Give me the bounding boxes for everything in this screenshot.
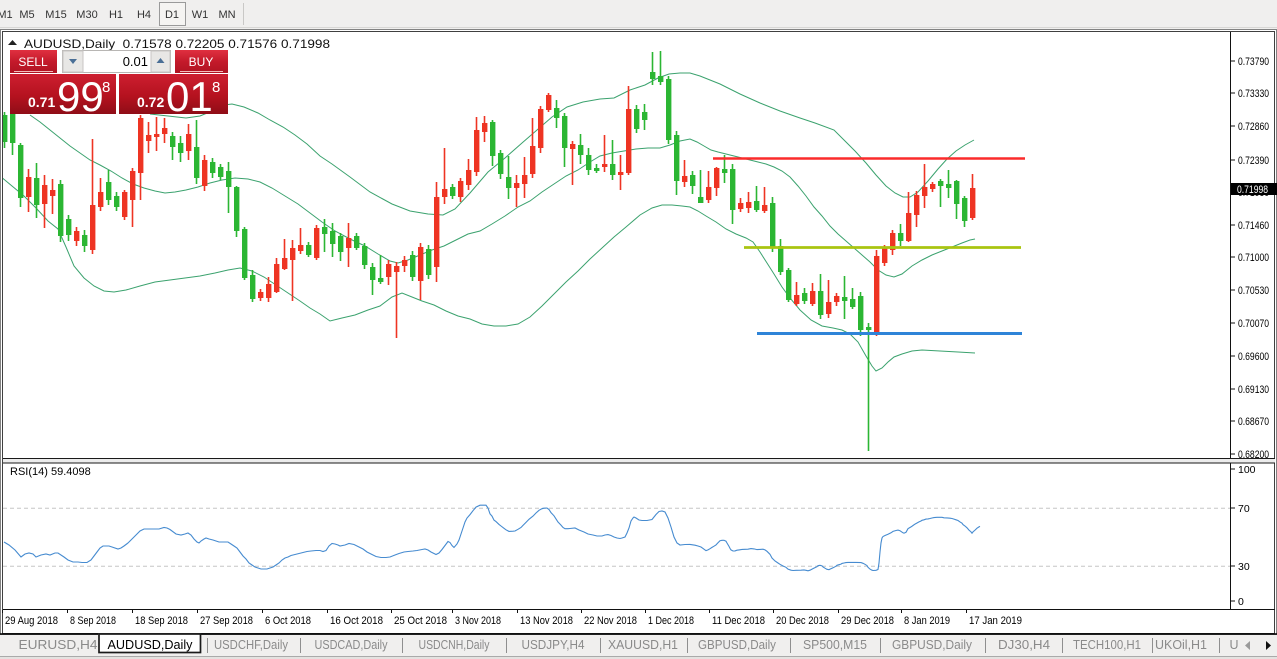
svg-text:0.73790: 0.73790 bbox=[1238, 56, 1269, 68]
svg-text:20 Dec 2018: 20 Dec 2018 bbox=[776, 615, 829, 627]
svg-text:8: 8 bbox=[102, 79, 110, 96]
svg-text:GBPUSD,Daily: GBPUSD,Daily bbox=[698, 637, 776, 652]
svg-text:0.72390: 0.72390 bbox=[1238, 155, 1269, 167]
svg-text:0.72860: 0.72860 bbox=[1238, 121, 1269, 133]
svg-text:M15: M15 bbox=[45, 9, 66, 21]
svg-text:0.69600: 0.69600 bbox=[1238, 351, 1269, 363]
svg-text:29 Aug 2018: 29 Aug 2018 bbox=[5, 615, 58, 627]
svg-text:AUDUSD,Daily: AUDUSD,Daily bbox=[108, 637, 193, 652]
svg-text:H4: H4 bbox=[137, 9, 151, 21]
svg-text:DJ30,H4: DJ30,H4 bbox=[998, 637, 1050, 652]
svg-text:0: 0 bbox=[1238, 596, 1244, 608]
svg-text:18 Sep 2018: 18 Sep 2018 bbox=[135, 615, 188, 627]
svg-text:01: 01 bbox=[166, 73, 213, 120]
svg-text:0.73330: 0.73330 bbox=[1238, 88, 1269, 100]
svg-text:13 Nov 2018: 13 Nov 2018 bbox=[520, 615, 573, 627]
svg-text:USDJPY,H4: USDJPY,H4 bbox=[522, 637, 585, 652]
svg-text:25 Oct 2018: 25 Oct 2018 bbox=[394, 615, 447, 627]
svg-text:8 Jan 2019: 8 Jan 2019 bbox=[904, 615, 950, 627]
svg-text:0.71: 0.71 bbox=[28, 94, 55, 110]
svg-text:XAUUSD,H1: XAUUSD,H1 bbox=[608, 637, 678, 652]
svg-text:0.70530: 0.70530 bbox=[1238, 285, 1269, 297]
svg-text:RSI(14) 59.4098: RSI(14) 59.4098 bbox=[10, 466, 91, 478]
svg-text:USDCHF,Daily: USDCHF,Daily bbox=[214, 637, 288, 652]
svg-text:3 Nov 2018: 3 Nov 2018 bbox=[455, 615, 501, 627]
svg-text:M1: M1 bbox=[0, 9, 13, 21]
svg-text:0.71000: 0.71000 bbox=[1238, 252, 1269, 264]
svg-text:27 Sep 2018: 27 Sep 2018 bbox=[200, 615, 253, 627]
svg-text:11 Dec 2018: 11 Dec 2018 bbox=[712, 615, 765, 627]
svg-text:29 Dec 2018: 29 Dec 2018 bbox=[841, 615, 894, 627]
svg-text:SELL: SELL bbox=[18, 55, 48, 69]
svg-text:EURUSD,H4: EURUSD,H4 bbox=[19, 637, 98, 652]
svg-text:0.70070: 0.70070 bbox=[1238, 318, 1269, 330]
svg-text:70: 70 bbox=[1238, 503, 1250, 515]
svg-text:0.01: 0.01 bbox=[123, 54, 148, 69]
svg-text:M5: M5 bbox=[19, 9, 34, 21]
svg-text:0.71460: 0.71460 bbox=[1238, 220, 1269, 232]
svg-text:22 Nov 2018: 22 Nov 2018 bbox=[584, 615, 637, 627]
svg-text:8 Sep 2018: 8 Sep 2018 bbox=[70, 615, 116, 627]
svg-text:U: U bbox=[1230, 637, 1239, 652]
svg-text:USDCAD,Daily: USDCAD,Daily bbox=[315, 637, 388, 652]
svg-text:0.72: 0.72 bbox=[137, 94, 164, 110]
svg-text:TECH100,H1: TECH100,H1 bbox=[1073, 637, 1141, 652]
svg-text:0.71998: 0.71998 bbox=[1237, 184, 1268, 196]
svg-text:AUDUSD,Daily 0.71578 0.72205: AUDUSD,Daily 0.71578 0.72205 0.71576 0.7… bbox=[24, 37, 330, 51]
svg-text:W1: W1 bbox=[192, 9, 209, 21]
svg-text:8: 8 bbox=[212, 79, 220, 96]
svg-text:USDCNH,Daily: USDCNH,Daily bbox=[419, 637, 490, 652]
svg-text:0.68670: 0.68670 bbox=[1238, 416, 1269, 428]
svg-text:17 Jan 2019: 17 Jan 2019 bbox=[969, 615, 1022, 627]
svg-text:GBPUSD,Daily: GBPUSD,Daily bbox=[892, 637, 972, 652]
svg-text:BUY: BUY bbox=[189, 55, 214, 69]
svg-text:6 Oct 2018: 6 Oct 2018 bbox=[265, 615, 311, 627]
svg-text:MN: MN bbox=[218, 9, 235, 21]
svg-text:1 Dec 2018: 1 Dec 2018 bbox=[648, 615, 694, 627]
svg-text:H1: H1 bbox=[109, 9, 123, 21]
svg-text:UKOil,H1: UKOil,H1 bbox=[1155, 637, 1207, 652]
svg-text:30: 30 bbox=[1238, 561, 1250, 573]
svg-text:SP500,M15: SP500,M15 bbox=[803, 637, 867, 652]
svg-text:0.69130: 0.69130 bbox=[1238, 384, 1269, 396]
svg-text:100: 100 bbox=[1238, 464, 1256, 476]
svg-text:16 Oct 2018: 16 Oct 2018 bbox=[330, 615, 383, 627]
svg-text:99: 99 bbox=[57, 73, 104, 120]
svg-text:M30: M30 bbox=[76, 9, 97, 21]
svg-text:D1: D1 bbox=[165, 9, 179, 21]
